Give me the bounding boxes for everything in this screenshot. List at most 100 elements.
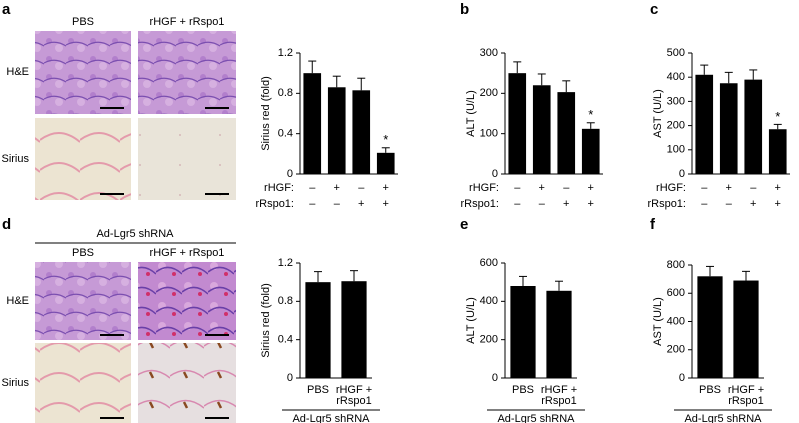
factor-level: + [358, 198, 364, 210]
x-tick-label: rRspo1 [541, 395, 576, 407]
factor-level: + [563, 198, 569, 210]
column-label: PBS [72, 247, 94, 259]
factor-level: + [588, 182, 594, 194]
y-tick-label: 0 [287, 168, 293, 180]
y-tick-label: 500 [667, 47, 685, 59]
factor-label: rRspo1: [460, 198, 499, 210]
y-tick-label: 600 [480, 257, 498, 269]
bar [557, 92, 576, 174]
factor-level: – [309, 198, 316, 210]
y-tick-label: 400 [667, 315, 685, 327]
row-label: Sirius [1, 153, 29, 165]
micrograph [35, 343, 131, 423]
y-tick-label: 600 [667, 287, 685, 299]
panel-letter: c [650, 1, 658, 18]
y-tick-label: 0 [679, 372, 685, 384]
y-tick-label: 300 [667, 95, 685, 107]
y-tick-label: 400 [480, 295, 498, 307]
y-tick-label: 200 [480, 87, 498, 99]
y-tick-label: 200 [480, 334, 498, 346]
bar [327, 87, 346, 174]
row-label: Sirius [1, 377, 29, 389]
bar [581, 128, 600, 174]
x-tick-label: rHGF + [336, 384, 372, 396]
factor-level: – [358, 182, 365, 194]
panel-letter: a [2, 1, 11, 18]
factor-level: + [726, 182, 732, 194]
row-label: H&E [6, 66, 29, 78]
bar [532, 85, 551, 174]
bar [510, 286, 536, 378]
y-axis-label: ALT (U/L) [465, 297, 477, 344]
micrograph [138, 118, 236, 200]
factor-level: + [383, 182, 389, 194]
factor-label: rHGF: [656, 182, 686, 194]
factor-level: – [750, 182, 757, 194]
panel-letter: e [460, 216, 468, 233]
factor-label: rHGF: [264, 182, 294, 194]
bar [719, 83, 738, 174]
factor-level: + [334, 182, 340, 194]
y-tick-label: 200 [667, 120, 685, 132]
column-label: rHGF + rRspo1 [150, 247, 225, 259]
row-label: H&E [6, 295, 29, 307]
factor-level: + [775, 182, 781, 194]
significance-mark: * [775, 109, 780, 124]
y-axis-label: Sirius red (fold) [260, 76, 272, 151]
bar [744, 79, 763, 174]
bar [508, 73, 527, 174]
micrograph [35, 31, 131, 114]
group-label: Ad-Lgr5 shRNA [292, 413, 370, 423]
y-tick-label: 0 [492, 168, 498, 180]
column-label: rHGF + rRspo1 [150, 16, 225, 28]
panel-letter: b [460, 1, 469, 18]
micrograph [138, 262, 236, 340]
y-tick-label: 100 [667, 144, 685, 156]
y-axis-label: AST (U/L) [652, 297, 664, 346]
factor-level: + [539, 182, 545, 194]
y-tick-label: 800 [667, 259, 685, 271]
x-tick-label: PBS [307, 384, 329, 396]
micrograph [138, 343, 236, 423]
group-label: Ad-Lgr5 shRNA [96, 228, 174, 240]
y-tick-label: 300 [480, 47, 498, 59]
factor-label: rRspo1: [255, 198, 294, 210]
y-tick-label: 0.8 [278, 87, 293, 99]
factor-level: – [563, 182, 570, 194]
x-tick-label: rHGF + [541, 384, 577, 396]
significance-mark: * [588, 107, 593, 122]
y-axis-label: ALT (U/L) [465, 90, 477, 137]
panel-letter: d [2, 216, 11, 233]
factor-label: rRspo1: [647, 198, 686, 210]
factor-level: + [750, 198, 756, 210]
x-tick-label: rHGF + [728, 384, 764, 396]
micrograph-group-a [35, 31, 236, 200]
factor-level: – [701, 198, 708, 210]
significance-mark: * [383, 132, 388, 147]
y-tick-label: 1.2 [278, 47, 293, 59]
bar [733, 280, 759, 378]
y-tick-label: 1.2 [278, 257, 293, 269]
x-tick-label: rRspo1 [728, 395, 763, 407]
factor-level: – [514, 198, 521, 210]
bar [352, 90, 371, 174]
micrograph [138, 31, 236, 114]
column-label: PBS [72, 16, 94, 28]
x-tick-label: PBS [512, 384, 534, 396]
y-tick-label: 400 [667, 71, 685, 83]
bar [305, 282, 331, 378]
x-tick-label: PBS [699, 384, 721, 396]
micrograph [35, 118, 131, 200]
bar [546, 290, 572, 378]
micrograph [35, 262, 131, 340]
bar [768, 129, 787, 174]
x-tick-label: rRspo1 [336, 395, 371, 407]
bar [376, 152, 395, 174]
bar [341, 281, 367, 378]
micrograph-group-d [35, 242, 236, 423]
y-tick-label: 0.4 [278, 334, 293, 346]
panel-letter: f [650, 216, 656, 233]
factor-level: + [383, 198, 389, 210]
y-tick-label: 0.8 [278, 295, 293, 307]
